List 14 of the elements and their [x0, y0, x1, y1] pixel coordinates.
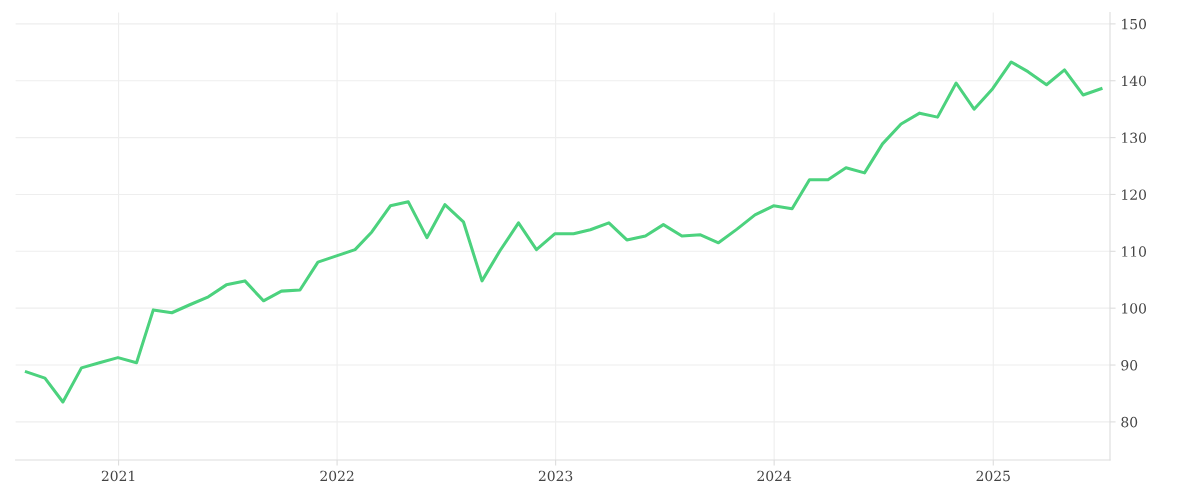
line-series: [24, 60, 1103, 404]
x-tick-label: 2021: [101, 470, 135, 482]
x-tick-label: 2023: [538, 470, 573, 482]
y-tick-label: 90: [1121, 360, 1138, 371]
y-tick-label: 110: [1122, 246, 1146, 257]
y-tick-label: 150: [1122, 18, 1146, 30]
x-tick-label: 2025: [976, 470, 1010, 482]
y-tick-label: 120: [1122, 189, 1146, 200]
y-tick-label: 130: [1122, 132, 1146, 144]
x-tick-label: 2024: [757, 470, 792, 482]
y-tick-label: 140: [1122, 75, 1146, 87]
y-tick-label: 100: [1122, 303, 1146, 314]
x-tick-label: 2022: [320, 470, 354, 482]
y-tick-label: 80: [1121, 416, 1138, 428]
